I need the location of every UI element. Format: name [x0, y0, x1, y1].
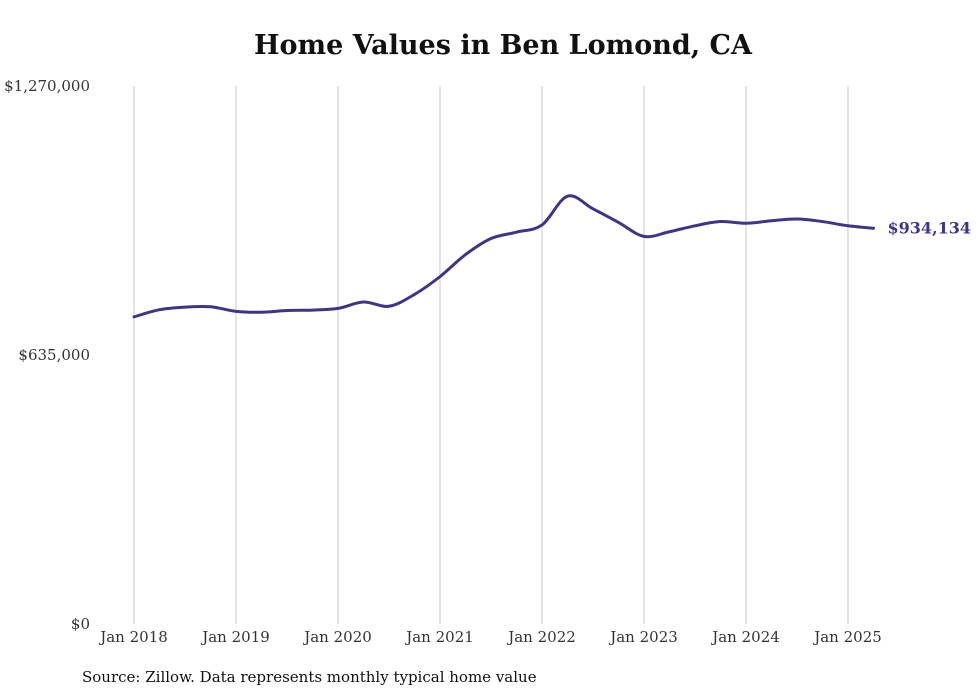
x-tick-label: Jan 2021: [404, 628, 474, 646]
x-axis: Jan 2018 Jan 2019 Jan 2020 Jan 2021 Jan 2022…: [98, 628, 882, 646]
y-tick-label: $635,000: [18, 346, 90, 364]
series-line-0: [132, 194, 875, 319]
y-axis: $0 $635,000 $1,270,000: [4, 77, 90, 633]
x-tick-label: Jan 2023: [608, 628, 678, 646]
x-tick-label: Jan 2019: [200, 628, 270, 646]
x-tick-label: Jan 2020: [302, 628, 372, 646]
y-tick-label: $0: [71, 615, 90, 633]
y-tick-label: $1,270,000: [4, 77, 90, 95]
gridlines: [133, 86, 849, 624]
x-tick-label: Jan 2025: [812, 628, 882, 646]
x-tick-label: Jan 2018: [98, 628, 168, 646]
x-tick-label: Jan 2022: [506, 628, 576, 646]
end-value-label: $934,134: [888, 218, 972, 237]
source-note: Source: Zillow. Data represents monthly …: [82, 668, 537, 686]
series-layer: $934,134: [132, 194, 972, 319]
chart-title: Home Values in Ben Lomond, CA: [254, 30, 752, 61]
x-tick-label: Jan 2024: [710, 628, 780, 646]
